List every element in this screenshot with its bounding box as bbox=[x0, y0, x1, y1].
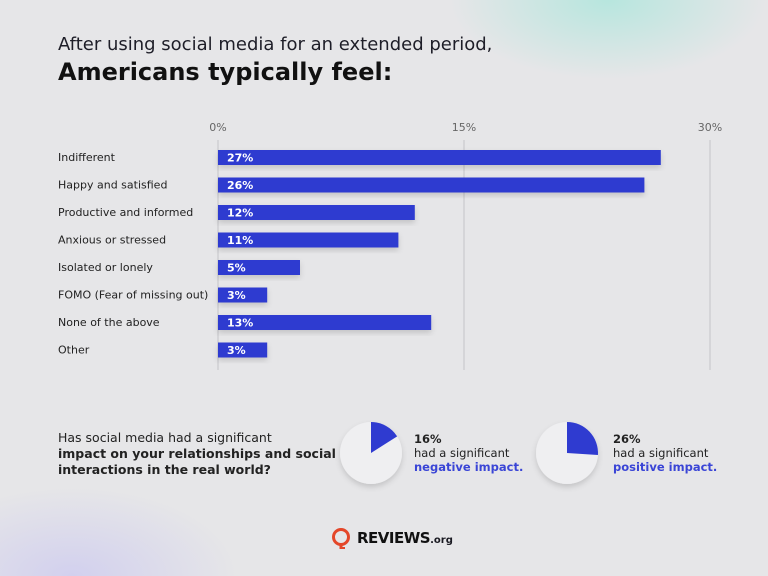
pie-percent: 26% bbox=[613, 432, 641, 446]
decor-glow bbox=[448, 0, 768, 80]
pie-highlight: positive impact. bbox=[613, 460, 718, 474]
question-text: Has social media had a significant impac… bbox=[58, 430, 336, 478]
category-label: FOMO (Fear of missing out) bbox=[58, 289, 208, 302]
category-label: Happy and satisfied bbox=[58, 179, 167, 192]
question-line2: impact on your relationships and social bbox=[58, 446, 336, 461]
pie-highlight: negative impact. bbox=[414, 460, 524, 474]
chart-title-line2: Americans typically feel: bbox=[58, 58, 393, 86]
pie-caption-negative: 16% had a significant negative impact. bbox=[414, 432, 523, 474]
bar-data-label: 11% bbox=[227, 234, 253, 247]
category-label: Indifferent bbox=[58, 151, 116, 164]
bar-data-label: 3% bbox=[227, 289, 246, 302]
logo-q-icon bbox=[332, 528, 350, 549]
bar bbox=[218, 260, 300, 275]
bar bbox=[218, 315, 432, 330]
question-line3: interactions in the real world? bbox=[58, 462, 271, 477]
pie-slice bbox=[371, 422, 398, 453]
logo-suffix: .org bbox=[430, 534, 453, 546]
category-label: Isolated or lonely bbox=[58, 261, 153, 274]
pie-text: had a significant bbox=[613, 446, 709, 460]
logo-word: REVIEWS bbox=[357, 529, 431, 547]
x-tick-label: 0% bbox=[209, 121, 226, 134]
bar bbox=[218, 232, 399, 248]
bar-data-label: 26% bbox=[227, 179, 253, 192]
category-label: Anxious or stressed bbox=[58, 234, 166, 247]
bar-data-label: 13% bbox=[227, 317, 253, 330]
chart-title-line1: After using social media for an extended… bbox=[58, 34, 493, 55]
reviews-org-logo: REVIEWS .org bbox=[331, 527, 453, 549]
bar bbox=[218, 342, 268, 358]
bar-data-label: 27% bbox=[227, 152, 253, 165]
category-label: Productive and informed bbox=[58, 206, 193, 219]
x-tick-label: 15% bbox=[452, 121, 476, 134]
bar bbox=[218, 150, 661, 165]
decor-glow bbox=[0, 486, 240, 576]
x-tick-label: 30% bbox=[698, 121, 722, 134]
bar bbox=[218, 287, 268, 303]
bar-data-label: 3% bbox=[227, 344, 246, 357]
bar-data-label: 5% bbox=[227, 262, 246, 275]
pie-slice bbox=[567, 422, 598, 455]
bar-data-label: 12% bbox=[227, 207, 253, 220]
pie-percent: 16% bbox=[414, 432, 442, 446]
pie-text: had a significant bbox=[414, 446, 510, 460]
question-line1: Has social media had a significant bbox=[58, 430, 272, 445]
bar bbox=[218, 177, 645, 193]
category-label: Other bbox=[58, 344, 90, 357]
bar bbox=[218, 205, 415, 220]
category-label: None of the above bbox=[58, 316, 160, 329]
pie-caption-positive: 26% had a significant positive impact. bbox=[613, 432, 717, 474]
